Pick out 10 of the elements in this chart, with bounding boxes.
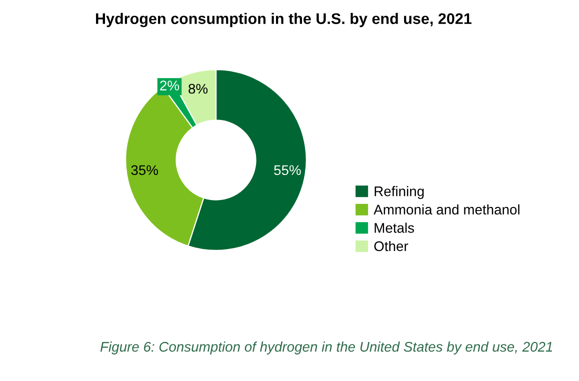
legend-label: Refining [374, 186, 424, 199]
data-label: 35% [131, 165, 158, 176]
data-label: 8% [188, 84, 208, 94]
legend-label: Other [374, 240, 408, 252]
caption: Figure 6: Consumption of hydrogen in the United States by end use, 2021 [100, 342, 552, 354]
data-label: 55% [274, 165, 301, 176]
legend-label: Ammonia and methanol [374, 204, 520, 215]
legend-label: Metals [374, 222, 414, 233]
chart-title: Hydrogen consumption in the U.S. by end use, 2021 [96, 12, 472, 28]
data-label: 2% [160, 80, 180, 90]
